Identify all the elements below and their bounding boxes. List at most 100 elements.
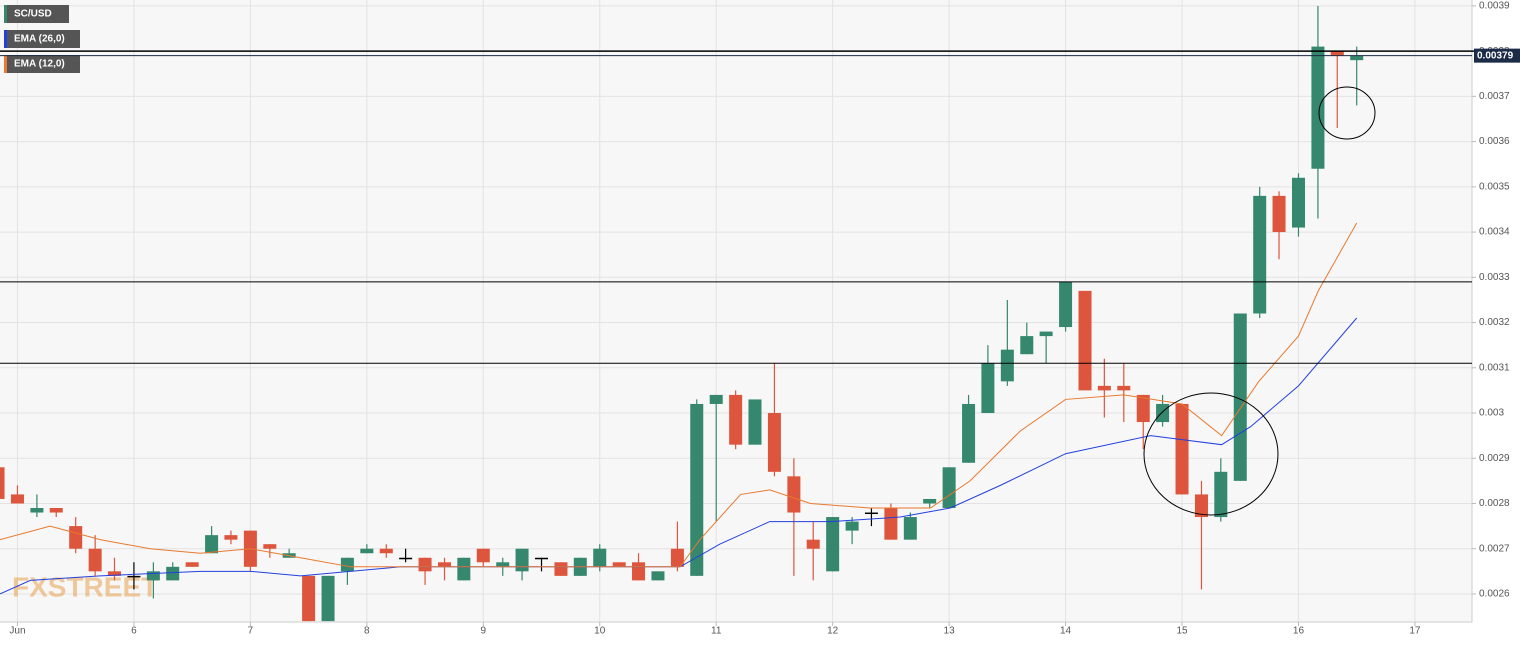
y-tick-label: 0.0029 [1479, 453, 1510, 464]
candle-body [1253, 195, 1267, 314]
x-tick-label: 9 [481, 626, 487, 637]
candle-body [418, 557, 432, 572]
candle-body [457, 557, 471, 581]
candle-body [340, 557, 354, 572]
candle-body [379, 548, 393, 554]
candle-body [554, 562, 568, 576]
candle-body [476, 548, 490, 563]
x-tick-label: 15 [1176, 626, 1188, 637]
candle-body [1330, 51, 1344, 56]
candle-body [962, 403, 976, 463]
y-tick-label: 0.0026 [1479, 589, 1510, 600]
candle-body [1156, 403, 1170, 423]
candle-body [884, 508, 898, 540]
candle-body [10, 494, 24, 504]
candle-body [1311, 46, 1325, 169]
y-tick-label: 0.0037 [1479, 91, 1510, 102]
x-tick-label: 12 [827, 626, 839, 637]
ema-line [0, 317, 1358, 595]
y-tick-label: 0.0035 [1479, 181, 1510, 192]
candle-body [30, 508, 44, 513]
candle-body [845, 521, 859, 531]
y-tick-label: 0.003 [1479, 408, 1504, 419]
candle-body [1272, 195, 1286, 233]
candle-body [302, 575, 316, 622]
candle-body [263, 544, 277, 549]
candle-body [767, 413, 781, 472]
x-tick-label: 10 [594, 626, 606, 637]
candle-body [942, 467, 956, 509]
candle-body [1291, 177, 1305, 228]
candle-body [1194, 494, 1208, 518]
y-tick-label: 0.0034 [1479, 227, 1510, 238]
plot-background [0, 0, 1472, 622]
candle-body [69, 526, 83, 549]
candle-body [224, 535, 238, 540]
legend-label: SC/USD [14, 9, 52, 20]
candle-body [670, 548, 684, 567]
candle-body [438, 562, 452, 567]
candle-body [923, 498, 937, 504]
x-tick-label: 16 [1293, 626, 1305, 637]
candle-body [981, 363, 995, 414]
x-tick-label: 7 [248, 626, 254, 637]
y-tick-label: 0.0031 [1479, 362, 1510, 373]
candle-body [49, 508, 63, 513]
y-tick-label: 0.0033 [1479, 272, 1510, 283]
candle-body [1214, 471, 1228, 518]
legend-box [4, 30, 80, 48]
x-tick-label: 8 [364, 626, 370, 637]
candle-body [321, 575, 335, 622]
candle-body [496, 562, 510, 567]
x-tick-label: 13 [944, 626, 956, 637]
candle-body [612, 562, 626, 567]
candle-body [88, 548, 102, 572]
legend-box [4, 55, 80, 73]
candle-body [651, 571, 665, 581]
legend-swatch [4, 5, 7, 23]
candle-body [1117, 385, 1131, 391]
x-tick-label: 14 [1060, 626, 1072, 637]
candle-body [806, 539, 820, 549]
candle-body [146, 571, 160, 581]
candle-body [864, 512, 878, 515]
last-price-box [1474, 48, 1520, 63]
candle-body [185, 562, 199, 567]
candle-body [1175, 403, 1189, 495]
candle-body [205, 535, 219, 554]
candle-body [399, 557, 413, 560]
candle-body [632, 562, 646, 581]
annotation-circle [1143, 392, 1279, 516]
candle-body [787, 476, 801, 513]
candle-body [1078, 290, 1092, 391]
candle-body [515, 548, 529, 572]
legend-label: EMA (12,0) [14, 59, 65, 70]
candle-body [1000, 349, 1014, 382]
last-price-label: 0.00379 [1477, 50, 1514, 61]
legend: SC/USD EMA (26,0) EMA (12,0) [4, 5, 80, 73]
y-tick-label: 0.0028 [1479, 498, 1510, 509]
candle-body [535, 557, 549, 560]
candle-body [748, 399, 762, 445]
x-tick-label: 11 [711, 626, 722, 637]
candle-body [0, 467, 5, 499]
candle-body [690, 403, 704, 576]
candle-body [826, 517, 840, 572]
annotation-circle [1318, 86, 1376, 140]
candle-body [107, 571, 121, 576]
x-tick-label: Jun [9, 626, 25, 637]
candle-body [1059, 281, 1073, 328]
candle-body [1039, 331, 1053, 337]
legend-swatch [4, 30, 7, 48]
legend-label: EMA (26,0) [14, 34, 65, 45]
candle-body [1233, 313, 1247, 481]
candle-body [1350, 55, 1364, 61]
y-tick-label: 0.0027 [1479, 543, 1510, 554]
y-tick-label: 0.0032 [1479, 317, 1510, 328]
legend-swatch [4, 55, 7, 73]
candle-body [709, 394, 723, 404]
plot-marks [0, 5, 1364, 622]
y-tick-label: 0.0036 [1479, 136, 1510, 147]
